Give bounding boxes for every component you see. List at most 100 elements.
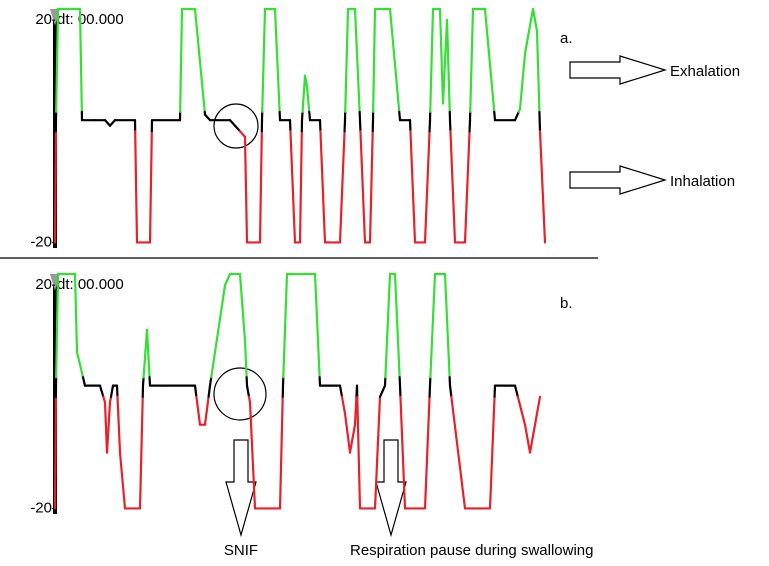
highlight-circle <box>213 103 259 149</box>
trace-segment <box>116 395 122 454</box>
trace-segment <box>372 7 377 113</box>
cursor-text: dt: 00.000 <box>57 276 124 293</box>
trace-segment <box>483 7 496 113</box>
trace-segment <box>193 384 198 398</box>
trace-segment <box>338 130 346 244</box>
trace-segment <box>75 351 85 379</box>
trace-segment <box>513 384 519 398</box>
trace-segment <box>423 395 431 510</box>
trace-segment <box>138 395 144 510</box>
cursor-text: dt: 00.000 <box>57 11 124 28</box>
trace-segment <box>378 384 387 398</box>
trace-segment <box>343 412 352 454</box>
trace-segment <box>258 130 263 244</box>
trace-segment <box>115 384 119 398</box>
trace-segment <box>531 7 539 33</box>
trace-segment <box>195 395 202 426</box>
highlight-circle <box>213 367 267 421</box>
trace-segment <box>449 130 457 244</box>
trace-segment <box>278 395 284 510</box>
trace-segment <box>368 130 374 244</box>
trace-segment <box>300 110 304 122</box>
trace-segment <box>429 7 435 113</box>
arrow-snif <box>225 439 257 538</box>
trace-segment <box>245 384 251 398</box>
trace-segment <box>53 130 58 244</box>
trace-segment <box>134 130 139 244</box>
trace-segment <box>261 7 267 113</box>
trace-segment <box>73 272 79 354</box>
trace-segment <box>213 284 227 354</box>
trace-segment <box>523 7 535 55</box>
trace-segment <box>513 110 520 122</box>
trace-segment <box>388 7 397 66</box>
trace-segment <box>243 135 249 244</box>
trace-segment <box>399 395 407 510</box>
trace-segment <box>443 272 451 379</box>
trace-segment <box>356 395 362 510</box>
trace-segment <box>55 272 60 379</box>
annotation: Respiration pause during swallowing <box>350 542 593 559</box>
trace-segment <box>282 272 289 379</box>
trace-segment <box>228 119 242 133</box>
trace-segment <box>344 7 350 113</box>
trace-segment <box>108 119 117 127</box>
trace-segment <box>448 384 453 398</box>
y-tick-label: -20 <box>30 233 52 250</box>
trace-segment <box>313 272 321 379</box>
annotation: SNIF <box>224 542 258 559</box>
trace-segment <box>98 384 105 398</box>
trace-segment <box>359 130 367 244</box>
panel-label: b. <box>560 295 573 312</box>
trace-segment <box>243 339 248 379</box>
trace-segment <box>340 395 347 415</box>
trace-segment <box>516 395 527 426</box>
trace-segment <box>248 401 257 510</box>
trace-segment <box>393 63 401 113</box>
trace-segment <box>438 7 445 105</box>
trace-segment <box>450 395 467 510</box>
annotation: Exhalation <box>670 63 740 80</box>
trace-segment <box>141 376 145 387</box>
trace-segment <box>179 7 184 113</box>
trace-segment <box>423 130 431 244</box>
trace-segment <box>118 451 127 510</box>
trace-segment <box>301 74 307 113</box>
trace-segment <box>109 384 115 398</box>
trace-segment <box>203 113 212 122</box>
trace-segment <box>518 52 527 111</box>
trace-segment <box>373 395 382 510</box>
trace-segment <box>53 395 58 510</box>
trace-segment <box>353 7 361 113</box>
trace-segment <box>533 395 542 426</box>
trace-segment <box>528 423 537 454</box>
trace-segment <box>207 384 212 398</box>
trace-segment <box>81 376 87 387</box>
trace-segment <box>305 85 311 113</box>
trace-segment <box>535 30 541 113</box>
trace-segment <box>238 272 247 343</box>
trace-segment <box>409 130 417 244</box>
trace-segment <box>463 130 471 244</box>
trace-segment <box>538 110 542 133</box>
trace-segment <box>393 272 401 379</box>
trace-segment <box>493 110 497 122</box>
trace-segment <box>78 7 83 113</box>
trace-segment <box>273 7 281 113</box>
y-tick-label: 20 <box>35 11 52 28</box>
trace-segment <box>210 351 217 379</box>
trace-segment <box>55 7 60 113</box>
trace-segment <box>289 130 297 244</box>
y-tick-label: -20 <box>30 499 52 516</box>
trace-segment <box>103 119 112 127</box>
trace-segment <box>353 395 358 426</box>
trace-segment <box>238 130 247 138</box>
trace-segment <box>105 401 112 454</box>
y-tick-label: 20 <box>35 276 52 293</box>
trace-segment <box>203 395 210 426</box>
trace-segment <box>445 19 451 113</box>
arrow-exhalation <box>569 55 668 85</box>
panel-label: a. <box>560 30 573 47</box>
trace-segment <box>398 110 402 122</box>
